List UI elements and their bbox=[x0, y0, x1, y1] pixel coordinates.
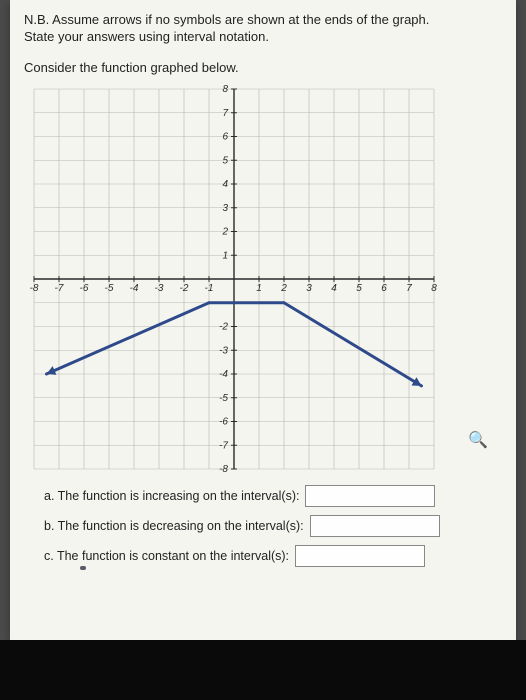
questions-block: a. The function is increasing on the int… bbox=[24, 485, 502, 567]
question-b-label: b. The function is decreasing on the int… bbox=[44, 519, 304, 533]
svg-text:2: 2 bbox=[221, 226, 228, 237]
svg-text:8: 8 bbox=[431, 283, 437, 294]
svg-text:-4: -4 bbox=[130, 283, 139, 294]
svg-text:6: 6 bbox=[381, 283, 387, 294]
svg-text:-6: -6 bbox=[80, 283, 89, 294]
cursor-dot bbox=[80, 566, 86, 570]
laptop-frame bbox=[0, 640, 526, 700]
svg-text:7: 7 bbox=[406, 283, 412, 294]
svg-text:4: 4 bbox=[222, 179, 228, 190]
question-b-row: b. The function is decreasing on the int… bbox=[24, 515, 502, 537]
svg-text:-8: -8 bbox=[219, 464, 228, 475]
svg-text:5: 5 bbox=[222, 155, 228, 166]
svg-text:-5: -5 bbox=[219, 393, 228, 404]
instruction-line-2: State your answers using interval notati… bbox=[24, 29, 269, 44]
graph-svg: -8 -7 -6 -5 -4 -3 -2 -1 1 2 3 4 5 6 7 8 -8 -7 -6 -5 -4 -3 -2 1 2… bbox=[24, 79, 444, 479]
svg-text:3: 3 bbox=[306, 283, 312, 294]
function-graph: -8 -7 -6 -5 -4 -3 -2 -1 1 2 3 4 5 6 7 8 -8 -7 -6 -5 -4 -3 -2 1 2… bbox=[24, 79, 444, 479]
svg-text:-3: -3 bbox=[219, 345, 228, 356]
svg-text:-6: -6 bbox=[219, 416, 228, 427]
answer-b-input[interactable] bbox=[310, 515, 440, 537]
svg-text:3: 3 bbox=[222, 203, 228, 214]
worksheet-page: N.B. Assume arrows if no symbols are sho… bbox=[10, 0, 516, 640]
svg-text:7: 7 bbox=[222, 108, 228, 119]
svg-text:-2: -2 bbox=[180, 283, 189, 294]
answer-c-input[interactable] bbox=[295, 545, 425, 567]
question-c-label: c. The function is constant on the inter… bbox=[44, 549, 289, 563]
svg-text:6: 6 bbox=[222, 131, 228, 142]
svg-text:-5: -5 bbox=[105, 283, 114, 294]
magnifier-icon[interactable]: 🔍 bbox=[468, 430, 488, 450]
svg-text:4: 4 bbox=[331, 283, 337, 294]
question-a-label: a. The function is increasing on the int… bbox=[44, 489, 299, 503]
svg-text:-7: -7 bbox=[55, 283, 64, 294]
svg-text:-7: -7 bbox=[219, 440, 228, 451]
svg-text:-2: -2 bbox=[219, 321, 228, 332]
instruction-line-1: N.B. Assume arrows if no symbols are sho… bbox=[24, 12, 429, 27]
svg-text:-8: -8 bbox=[30, 283, 39, 294]
question-c-row: c. The function is constant on the inter… bbox=[24, 545, 502, 567]
svg-text:2: 2 bbox=[280, 283, 287, 294]
answer-a-input[interactable] bbox=[305, 485, 435, 507]
svg-text:-4: -4 bbox=[219, 369, 228, 380]
consider-text: Consider the function graphed below. bbox=[24, 60, 502, 75]
question-a-row: a. The function is increasing on the int… bbox=[24, 485, 502, 507]
svg-text:-1: -1 bbox=[205, 283, 214, 294]
svg-text:-3: -3 bbox=[155, 283, 164, 294]
svg-text:5: 5 bbox=[356, 283, 362, 294]
svg-text:1: 1 bbox=[222, 250, 228, 261]
svg-text:1: 1 bbox=[256, 283, 262, 294]
instruction-text: N.B. Assume arrows if no symbols are sho… bbox=[24, 12, 502, 46]
svg-text:8: 8 bbox=[222, 84, 228, 95]
